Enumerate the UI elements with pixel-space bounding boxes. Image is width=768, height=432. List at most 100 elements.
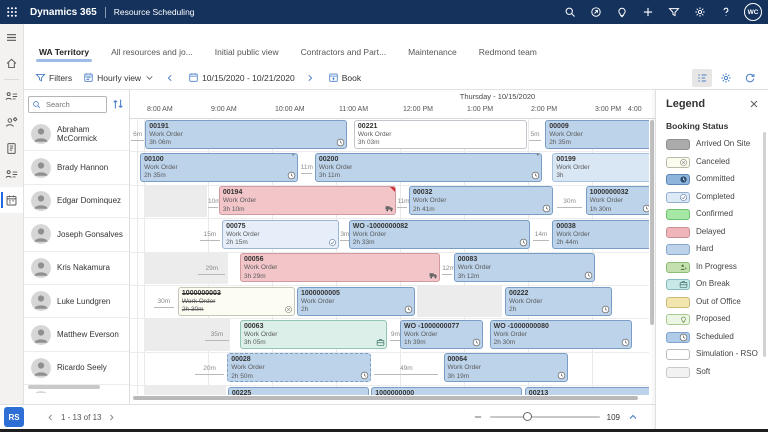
booking-block[interactable]: 00199 Work Order 3h — [552, 152, 649, 182]
settings-gear-button[interactable] — [716, 69, 736, 87]
close-icon[interactable] — [748, 98, 760, 110]
tab-wa-territory[interactable]: WA Territory — [36, 47, 93, 66]
sort-icon[interactable] — [111, 97, 125, 111]
resource-row[interactable]: Abraham McCormick — [24, 118, 129, 152]
gap-label: 15m — [200, 230, 220, 242]
booking-block[interactable]: 00028 Work Order 2h 50m — [227, 353, 372, 383]
waffle-menu-button[interactable] — [0, 0, 24, 24]
rail-item-resource-gear[interactable] — [0, 109, 23, 135]
rail-item-schedule-board[interactable] — [0, 187, 23, 213]
quick-launch-button[interactable] — [583, 0, 609, 24]
user-avatar[interactable]: WC — [744, 3, 762, 21]
rail-item-booking-requirements[interactable] — [0, 135, 23, 161]
booking-block[interactable]: 00056 Work Order 3h 29m — [240, 253, 440, 283]
gear-button[interactable] — [687, 0, 713, 24]
tab-contractors-and-part-[interactable]: Contractors and Part... — [300, 47, 387, 57]
rail-item-resources-list[interactable] — [0, 161, 23, 187]
board-view-icon — [696, 72, 708, 84]
date-range-picker[interactable]: 10/15/2020 - 10/21/2020 — [188, 72, 295, 83]
resource-row[interactable]: Luke Lundgren — [24, 285, 129, 319]
booking-block[interactable]: 1000000000 — [371, 386, 522, 395]
resource-row[interactable]: Ricardo Seely — [24, 352, 129, 386]
zoom-slider-knob[interactable] — [522, 412, 532, 421]
search-button[interactable] — [557, 0, 583, 24]
rail-item-home[interactable] — [0, 50, 23, 76]
booking-block[interactable]: 00221 Work Order 3h 03m — [353, 119, 527, 149]
grid-vscrollbar[interactable] — [650, 120, 654, 325]
booking-block[interactable]: 00009 Work Order 2h 35m — [545, 119, 649, 149]
booking-block[interactable]: 00225 — [227, 386, 369, 395]
booking-block[interactable]: WO -1000000082 Work Order 2h 33m — [348, 219, 530, 249]
resource-search-box[interactable] — [28, 95, 107, 113]
booking-block[interactable]: 00032 Work Order 2h 41m — [408, 186, 553, 216]
booking-block[interactable]: 00083 Work Order 3h 12m — [453, 253, 595, 283]
grid-date-header: Thursday - 10/15/2020 — [130, 90, 655, 103]
search-input[interactable] — [44, 98, 103, 110]
tab-redmond-team[interactable]: Redmond team — [478, 47, 537, 57]
grid-hscrollbar[interactable] — [133, 396, 638, 400]
booking-block[interactable]: 1000000003 Work Order 2h 30m — [177, 286, 296, 316]
zoom-out-icon[interactable] — [473, 412, 483, 422]
chevron-up-icon[interactable] — [627, 411, 639, 423]
resource-row[interactable]: Edgar Dominquez — [24, 185, 129, 219]
resource-name: Luke Lundgren — [57, 296, 111, 306]
resource-row[interactable]: Kris Nakamura — [24, 252, 129, 285]
legend-swatch — [666, 226, 690, 238]
booking-block[interactable]: 00191 Work Order 3h 06m — [145, 119, 347, 149]
booking-block[interactable]: 1000000005 Work Order 2h — [296, 286, 416, 316]
legend-vscrollbar[interactable] — [763, 132, 766, 357]
booking-duration: 3h 06m — [149, 139, 171, 146]
booking-id: 00009 — [549, 122, 569, 130]
booking-block[interactable]: WO -1000000080 Work Order 2h 30m — [489, 319, 632, 349]
legend-swatch — [666, 314, 690, 325]
resource-panel-hscrollbar[interactable] — [28, 385, 100, 389]
home-icon — [5, 57, 18, 70]
resource-row[interactable]: Joseph Gonsalves — [24, 218, 129, 252]
help-button[interactable] — [713, 0, 739, 24]
rail-item-hamburger[interactable] — [0, 24, 23, 50]
booking-id: 1000000003 — [181, 289, 221, 297]
previous-range-button[interactable] — [163, 71, 177, 85]
booking-block[interactable]: 00063 Work Order 3h 05m — [240, 319, 388, 349]
booking-block[interactable]: 00064 Work Order 3h 19m — [443, 353, 569, 383]
booking-block[interactable]: 00100 Work Order 2h 35m * — [140, 152, 298, 182]
booking-type: Work Order — [181, 297, 216, 305]
booking-block[interactable]: 00200 Work Order 3h 11m * — [314, 152, 543, 182]
chevron-left-icon[interactable] — [46, 413, 55, 422]
filters-button[interactable]: Filters — [35, 72, 72, 83]
gap-label: 5m — [529, 130, 541, 141]
plus-button[interactable] — [635, 0, 661, 24]
legend-label: Completed — [696, 191, 735, 201]
legend-item: Delayed — [666, 226, 760, 238]
resource-row[interactable]: Brady Hannon — [24, 151, 129, 185]
booking-block[interactable]: 00194 Work Order 3h 10m — [218, 186, 396, 216]
zoom-slider[interactable] — [489, 412, 600, 421]
tab-maintenance[interactable]: Maintenance — [408, 47, 457, 57]
book-button[interactable]: Book — [328, 72, 361, 83]
next-range-button[interactable] — [303, 71, 317, 85]
booking-id: 00063 — [244, 322, 264, 330]
booking-block[interactable]: 00038 Work Order 2h 44m — [552, 219, 649, 249]
cancel-icon — [284, 305, 293, 314]
view-mode-dropdown[interactable]: Hourly view — [83, 72, 155, 83]
booking-block[interactable]: 00222 Work Order 2h — [504, 286, 613, 316]
resource-row[interactable]: Matthew Everson — [24, 318, 129, 352]
lightbulb-button[interactable] — [609, 0, 635, 24]
chevron-right-icon[interactable] — [107, 413, 116, 422]
booking-type: Work Order — [549, 130, 583, 138]
gap-label: 20m — [195, 364, 224, 375]
rail-item-resource-requirements[interactable] — [0, 83, 23, 109]
tab-all-resources-and-jo-[interactable]: All resources and jo... — [111, 47, 193, 57]
tab-initial-public-view[interactable]: Initial public view — [214, 47, 279, 57]
filter-button[interactable] — [661, 0, 687, 24]
booking-block[interactable]: 00075 Work Order 2h 15m — [222, 219, 339, 249]
rs-app-badge[interactable]: RS — [4, 407, 24, 427]
refresh-button[interactable] — [740, 69, 760, 87]
booking-block[interactable]: 00213 — [524, 386, 649, 395]
resource-row-partial[interactable] — [24, 385, 129, 393]
booking-id: WO -1000000082 — [352, 222, 409, 230]
board-view-button[interactable] — [692, 68, 712, 87]
booking-block[interactable]: WO -1000000077 Work Order 1h 39m — [400, 319, 484, 349]
booking-block[interactable]: 1000000032 Work Order 1h 30m — [585, 186, 649, 216]
booking-id: 00222 — [508, 289, 529, 297]
